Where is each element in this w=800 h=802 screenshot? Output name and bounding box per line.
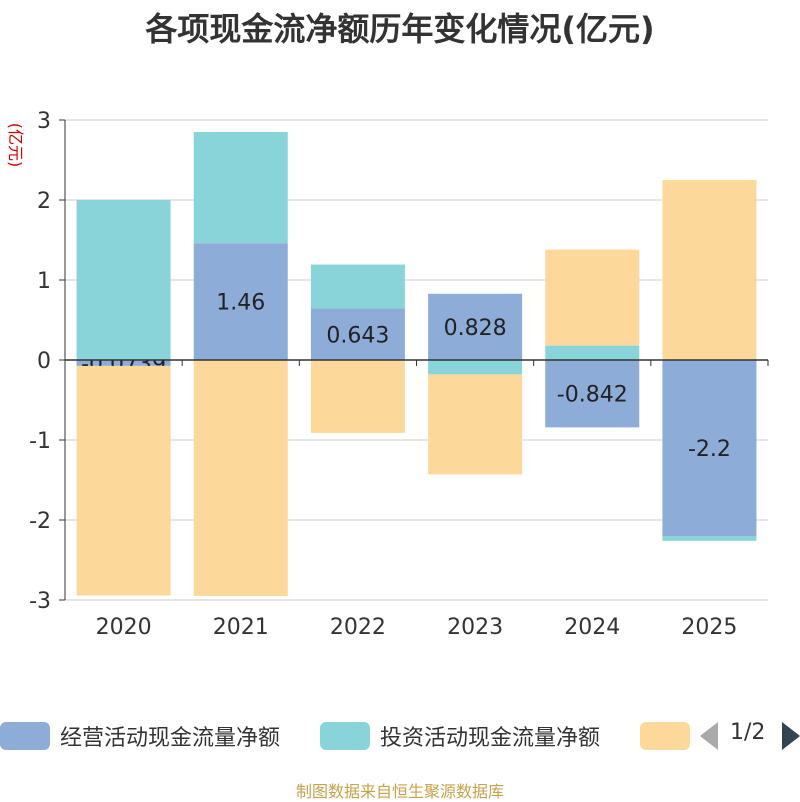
- legend-prev-page-icon[interactable]: [700, 722, 718, 750]
- y-tick-label: 2: [37, 189, 51, 214]
- legend-swatch-investing: [320, 722, 370, 750]
- bar-series2-2023: [428, 374, 523, 475]
- bar-series1-2021: [193, 132, 288, 244]
- legend-swatch-operating: [0, 722, 50, 750]
- y-axis-label: (亿元): [6, 123, 25, 168]
- x-tick-label: 2025: [681, 615, 737, 640]
- bar-series2-2022: [310, 360, 405, 433]
- legend: 经营活动现金流量净额 投资活动现金流量净额 1/2: [0, 716, 800, 756]
- bar-series2-2021: [193, 360, 288, 596]
- y-tick-label: 0: [37, 349, 51, 374]
- y-tick-label: -3: [29, 589, 51, 614]
- bar-series0-2022: [310, 308, 405, 360]
- legend-label-operating: 经营活动现金流量净额: [60, 726, 281, 751]
- legend-label-investing: 投资活动现金流量净额: [380, 726, 601, 751]
- data-label: 0.643: [326, 323, 389, 348]
- data-label: -0.842: [557, 383, 628, 408]
- bar-series1-2023: [428, 360, 523, 375]
- bar-series2-2020: [76, 365, 171, 596]
- data-label: 1.46: [216, 291, 265, 316]
- x-tick-label: 2024: [564, 615, 620, 640]
- bar-series1-2022: [310, 264, 405, 309]
- bar-series0-2021: [193, 243, 288, 360]
- y-tick-label: -2: [29, 509, 51, 534]
- x-tick-label: 2020: [96, 615, 152, 640]
- bar-series1-2020: [76, 200, 171, 360]
- legend-item-investing[interactable]: 投资活动现金流量净额: [320, 720, 600, 752]
- x-tick-label: 2021: [213, 615, 269, 640]
- y-tick-label: 3: [37, 109, 51, 134]
- bar-series1-2025: [662, 536, 757, 541]
- x-tick-label: 2022: [330, 615, 386, 640]
- source-note: 制图数据来自恒生聚源数据库: [295, 782, 504, 801]
- data-label: -2.2: [688, 437, 731, 462]
- bar-series1-2024: [545, 345, 640, 360]
- x-tick-label: 2023: [447, 615, 503, 640]
- legend-swatch-financing: [640, 722, 690, 750]
- chart-title: 各项现金流净额历年变化情况(亿元): [145, 10, 655, 48]
- bar-series2-2025: [662, 180, 757, 360]
- y-tick-label: 1: [37, 269, 51, 294]
- bar-series0-2023: [428, 293, 523, 360]
- bar-series0-2025: [662, 360, 757, 536]
- legend-next-page-icon[interactable]: [782, 722, 800, 750]
- y-tick-label: -1: [29, 429, 51, 454]
- data-label: 0.828: [444, 316, 507, 341]
- bar-series0-2020: [76, 360, 171, 366]
- legend-item-financing[interactable]: [640, 720, 700, 752]
- legend-page-indicator: 1/2: [730, 720, 766, 745]
- bar-series0-2024: [545, 360, 640, 428]
- bar-series2-2024: [545, 249, 640, 346]
- legend-item-operating[interactable]: 经营活动现金流量净额: [0, 720, 280, 752]
